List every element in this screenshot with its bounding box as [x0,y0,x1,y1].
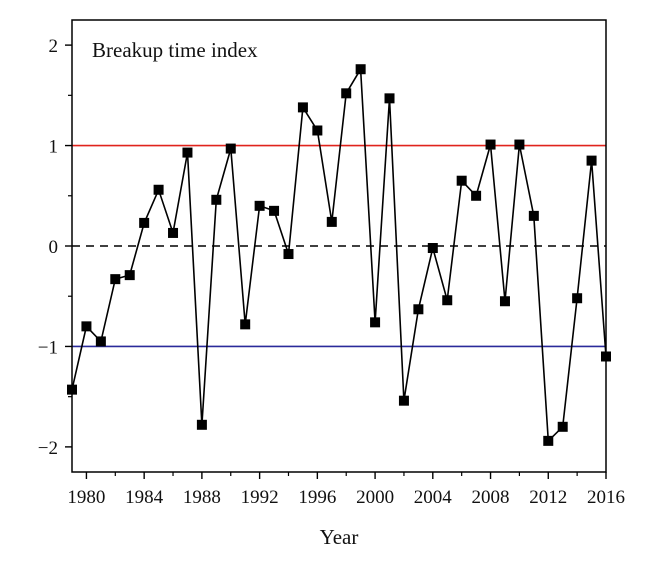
data-point [312,125,323,136]
data-point [427,243,438,254]
data-point [139,217,150,228]
data-point [413,304,424,315]
data-point [355,64,366,75]
data-point [254,200,265,211]
data-point [225,143,236,154]
data-point [240,319,251,330]
data-point [297,102,308,113]
x-tick-label: 2000 [356,487,394,508]
data-point [153,184,164,195]
data-point [110,274,121,285]
data-point [283,249,294,260]
x-axis-title: Year [320,525,359,549]
data-point [95,336,106,347]
data-point [370,317,381,328]
data-point [341,88,352,99]
data-point [586,155,597,166]
y-tick-label: −1 [38,337,58,358]
data-point [269,205,280,216]
x-axis: 1980 1984 1988 1992 1996 2000 2004 2008 2012 2016 [67,472,625,508]
data-point [442,295,453,306]
markers-group [67,64,611,446]
chart-title: Breakup time index [92,38,258,62]
series-line [71,66,607,443]
data-point [514,139,525,150]
y-tick-label: 2 [49,36,59,57]
x-tick-label: 2012 [529,487,567,508]
data-point [572,293,583,304]
y-axis: 2 1 0 −1 −2 [38,36,72,459]
data-point [326,216,337,227]
data-point [168,227,179,238]
data-point [471,190,482,201]
data-point [528,210,539,221]
data-point [543,435,554,446]
x-tick-label: 1988 [183,487,221,508]
data-point [182,147,193,158]
y-tick-label: 1 [49,137,59,158]
data-point [124,270,135,281]
x-tick-label: 2004 [414,487,453,508]
y-tick-label: 0 [49,237,59,258]
x-tick-label: 1992 [241,487,279,508]
x-tick-label: 1984 [125,487,164,508]
data-point [456,175,467,186]
data-point [557,421,568,432]
data-point [398,395,409,406]
data-point [499,296,510,307]
x-tick-label: 2016 [587,487,625,508]
y-tick-label: −2 [38,438,58,459]
series-line-group [71,66,607,443]
data-point [384,93,395,104]
data-point [211,194,222,205]
data-point [196,419,207,430]
x-tick-label: 1980 [67,487,105,508]
x-tick-label: 1996 [298,487,336,508]
data-point [485,139,496,150]
x-tick-label: 2008 [472,487,510,508]
data-point [81,321,92,332]
